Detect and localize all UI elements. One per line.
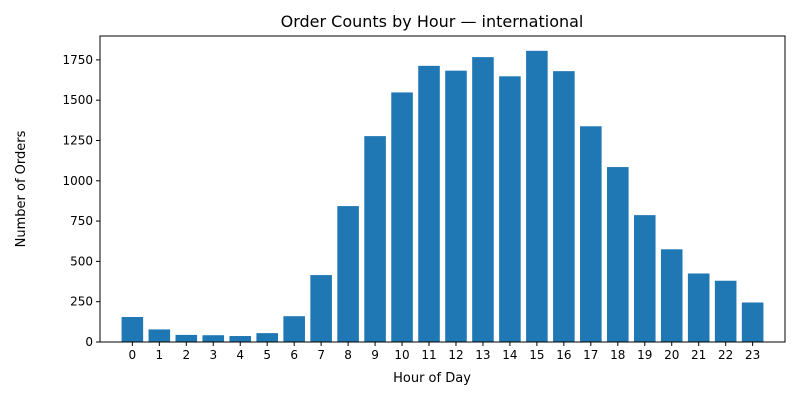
- y-axis-ticks: 0 250 500 750 1000 1250 1500 1750: [62, 53, 100, 349]
- bar-hour-10: [391, 92, 413, 343]
- y-tick-label: 0: [85, 335, 93, 349]
- bar-hour-1: [148, 329, 171, 342]
- y-tick-label: 500: [70, 254, 93, 268]
- x-tick-label: 22: [718, 348, 733, 362]
- y-tick-label: 1750: [62, 53, 93, 67]
- bar-hour-5: [256, 333, 278, 342]
- x-tick-label: 18: [610, 348, 625, 362]
- y-tick-label: 250: [70, 295, 93, 309]
- bar-hour-4: [229, 336, 252, 342]
- bar-hour-6: [283, 316, 305, 342]
- x-tick-label: 19: [637, 348, 652, 362]
- bar-hour-8: [337, 206, 359, 342]
- bar-hour-12: [445, 70, 467, 342]
- x-tick-label: 23: [745, 348, 760, 362]
- x-tick-label: 14: [502, 348, 517, 362]
- chart-title: Order Counts by Hour — international: [281, 12, 584, 31]
- bar-hour-23: [741, 302, 764, 342]
- y-axis-label: Number of Orders: [14, 130, 29, 247]
- bar-hour-13: [472, 57, 494, 343]
- bar-hour-17: [580, 126, 602, 342]
- y-tick-label: 1000: [62, 174, 93, 188]
- x-tick-label: 6: [290, 348, 298, 362]
- bar-hour-20: [660, 249, 683, 342]
- bar-hour-2: [175, 334, 198, 342]
- bar-hour-0: [121, 317, 144, 342]
- x-tick-label: 5: [263, 348, 271, 362]
- bar-hour-18: [607, 167, 629, 342]
- bar-hour-21: [687, 273, 710, 342]
- x-tick-label: 17: [583, 348, 598, 362]
- bar-hour-16: [553, 71, 575, 343]
- x-tick-label: 4: [236, 348, 244, 362]
- x-tick-label: 21: [691, 348, 706, 362]
- x-tick-label: 13: [475, 348, 490, 362]
- x-tick-label: 2: [182, 348, 190, 362]
- x-tick-label: 11: [421, 348, 436, 362]
- x-tick-label: 9: [371, 348, 379, 362]
- x-tick-label: 7: [317, 348, 325, 362]
- x-tick-label: 10: [394, 348, 409, 362]
- plot-frame: [99, 35, 786, 343]
- x-axis-label: Hour of Day: [393, 371, 471, 386]
- x-tick-label: 8: [344, 348, 352, 362]
- bar-hour-9: [364, 136, 386, 342]
- y-tick-label: 1250: [62, 133, 93, 147]
- x-tick-label: 20: [664, 348, 679, 362]
- x-axis-ticks: 0 1 2 3 4 5 6 7 8 9 10 11 12 13 14 15 16 17 18 19 20 21 22 23: [129, 342, 760, 362]
- bar-hour-7: [310, 275, 332, 342]
- x-tick-label: 1: [156, 348, 164, 362]
- y-tick-label: 1500: [62, 93, 93, 107]
- x-tick-label: 3: [209, 348, 217, 362]
- bar-hour-22: [714, 280, 737, 342]
- x-tick-label: 16: [556, 348, 571, 362]
- x-tick-label: 15: [529, 348, 544, 362]
- bar-hour-19: [633, 215, 656, 342]
- bars-group: [121, 50, 764, 343]
- bar-hour-3: [202, 335, 225, 342]
- bar-hour-15: [526, 50, 548, 342]
- x-tick-label: 12: [448, 348, 463, 362]
- bar-hour-11: [418, 65, 440, 342]
- bar-hour-14: [499, 76, 521, 342]
- y-tick-label: 750: [70, 214, 93, 228]
- x-tick-label: 0: [129, 348, 137, 362]
